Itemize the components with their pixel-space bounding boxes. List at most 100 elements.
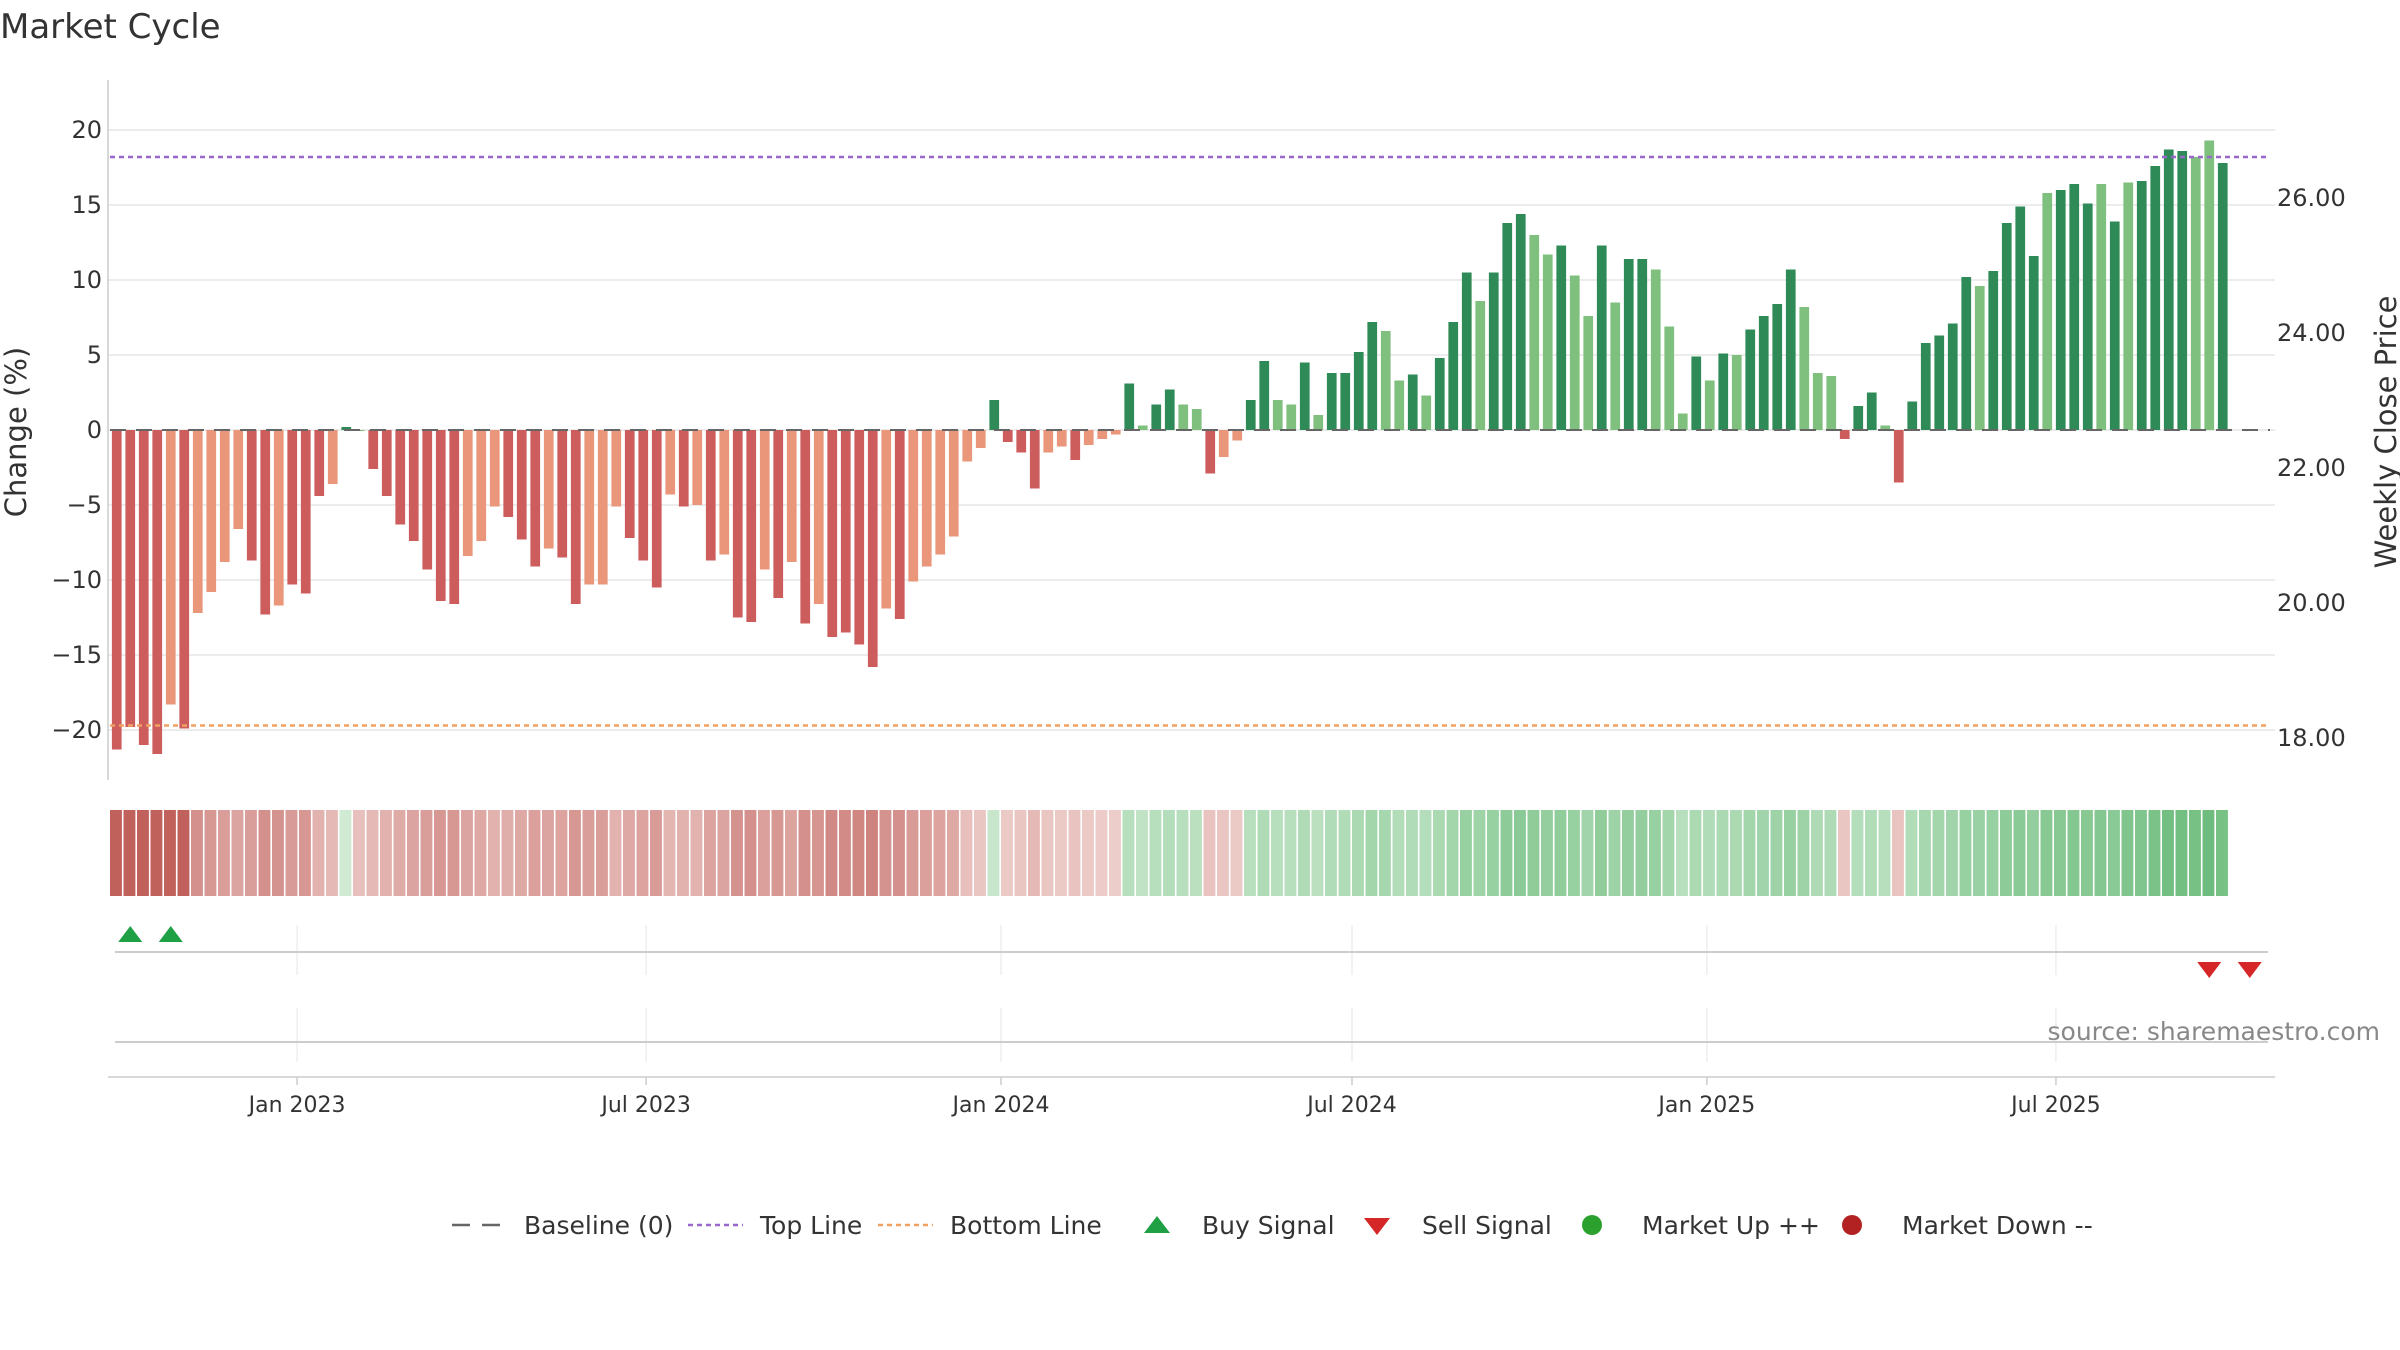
change-bar <box>1785 269 1796 430</box>
x-tick-label: Jan 2024 <box>951 1093 1050 1118</box>
change-bar <box>476 430 487 541</box>
change-bar <box>1637 259 1648 430</box>
strip-cell <box>326 810 338 896</box>
change-bar <box>840 430 851 633</box>
change-bar <box>584 430 595 585</box>
strip-cell <box>1622 810 1634 896</box>
change-bar <box>327 430 338 484</box>
strip-cell <box>501 810 514 896</box>
legend: Baseline (0) Top Line Bottom Line Buy Signa… <box>452 1211 2093 1240</box>
strip-cell <box>2148 810 2161 896</box>
change-bar <box>948 430 959 537</box>
y-axis-left-label: Change (%) <box>0 347 33 517</box>
strip-cell <box>852 810 865 896</box>
strip-cell <box>1149 810 1162 896</box>
strip-cell <box>1932 810 1945 896</box>
change-bar <box>246 430 257 561</box>
triangle-down-icon <box>1364 1218 1390 1235</box>
legend-label: Market Up ++ <box>1642 1211 1820 1240</box>
strip-cell <box>555 810 568 896</box>
circle-icon <box>1582 1215 1602 1235</box>
legend-label: Baseline (0) <box>524 1211 673 1240</box>
strip-cell <box>1689 810 1702 896</box>
strip-cell <box>2135 810 2147 896</box>
change-bar <box>2109 221 2120 430</box>
strip-cell <box>1608 810 1621 896</box>
change-bar <box>1988 271 1999 430</box>
strip-cell <box>1311 810 1324 896</box>
strip-cell <box>434 810 446 896</box>
change-bar <box>1016 430 1027 453</box>
strip-cell <box>1028 810 1040 896</box>
change-bar <box>1745 329 1756 430</box>
change-bar <box>1583 316 1594 430</box>
source-label: source: sharemaestro.com <box>2048 1017 2381 1046</box>
change-bar <box>2123 182 2134 430</box>
strip-cell <box>569 810 581 896</box>
change-bar <box>2015 206 2026 430</box>
change-bar <box>1556 245 1567 430</box>
strip-cell <box>2027 810 2039 896</box>
change-bar <box>1286 404 1297 430</box>
y-tick-label-right: 26.00 <box>2277 184 2346 212</box>
strip-cell <box>1365 810 1378 896</box>
strip-cell <box>1284 810 1297 896</box>
x-tick-label: Jan 2023 <box>247 1093 346 1118</box>
strip-cell <box>731 810 743 896</box>
change-bar <box>1205 430 1216 474</box>
strip-cell <box>1419 810 1432 896</box>
legend-item-sell: Sell Signal <box>1364 1211 1552 1240</box>
cycle-strength-strip <box>110 810 2228 896</box>
buy-signal-marker <box>158 926 183 942</box>
strip-cell <box>906 810 919 896</box>
change-bar <box>746 430 757 622</box>
strip-cell <box>1851 810 1864 896</box>
y-tick-label-left: −10 <box>51 566 102 594</box>
sell-signal-marker <box>2197 962 2222 978</box>
strip-cell <box>1338 810 1351 896</box>
strip-cell <box>582 810 595 896</box>
strip-cell <box>704 810 716 896</box>
change-bar <box>219 430 230 562</box>
change-bar <box>192 430 203 613</box>
change-bar <box>1191 409 1202 430</box>
change-bar <box>2042 193 2053 430</box>
change-bar <box>1110 430 1121 435</box>
strip-cell <box>528 810 541 896</box>
change-bar <box>1394 380 1405 430</box>
change-bar <box>1664 326 1675 430</box>
bar-series <box>111 140 2228 754</box>
strip-cell <box>2175 810 2188 896</box>
strip-cell <box>1581 810 1594 896</box>
strip-cell <box>447 810 460 896</box>
strip-cell <box>933 810 946 896</box>
change-bar <box>908 430 919 582</box>
strip-cell <box>1379 810 1391 896</box>
change-bar <box>1367 322 1378 430</box>
change-bar <box>449 430 460 604</box>
change-bar <box>732 430 743 618</box>
strip-cell <box>717 810 730 896</box>
strip-cell <box>1257 810 1270 896</box>
change-bar <box>2150 166 2161 430</box>
strip-cell <box>150 810 163 896</box>
change-bar <box>1826 376 1837 430</box>
change-bar <box>1691 356 1702 430</box>
strip-cell <box>1230 810 1243 896</box>
strip-cell <box>1527 810 1540 896</box>
strip-cell <box>812 810 824 896</box>
change-bar <box>152 430 163 754</box>
strip-cell <box>663 810 676 896</box>
strip-cell <box>1244 810 1256 896</box>
change-bar <box>597 430 608 585</box>
strip-cell <box>2121 810 2134 896</box>
strip-cell <box>1716 810 1729 896</box>
change-bar <box>1124 383 1135 430</box>
strip-cell <box>474 810 487 896</box>
change-bar <box>894 430 905 619</box>
y-tick-label-left: −20 <box>51 716 102 744</box>
strip-cell <box>218 810 230 896</box>
change-bar <box>1151 404 1162 430</box>
strip-cell <box>515 810 527 896</box>
y-tick-label-left: 10 <box>71 266 102 294</box>
